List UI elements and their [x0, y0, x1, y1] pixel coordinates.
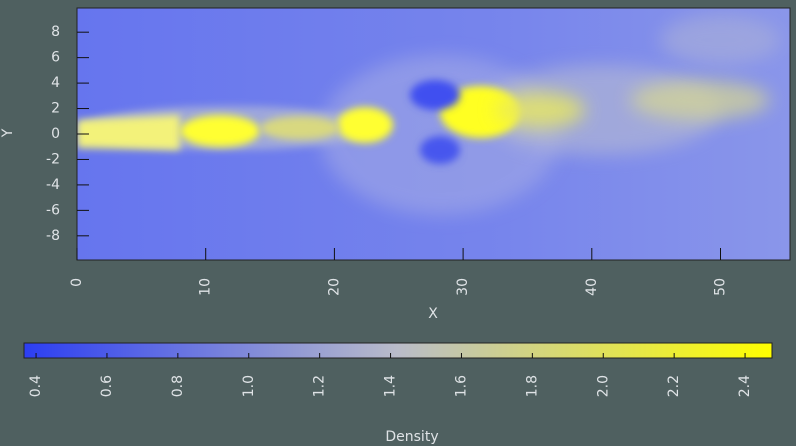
- y-tick-label: -2: [46, 151, 60, 167]
- colorbar-tick-label: 1.0: [241, 375, 257, 397]
- x-tick-label: 50: [713, 278, 729, 296]
- colorbar-tick-label: 1.6: [453, 375, 469, 397]
- density-field: [77, 8, 790, 260]
- y-tick-label: 6: [51, 50, 60, 66]
- colorbar-tick-label: 1.8: [524, 375, 540, 397]
- colorbar-tick-label: 2.0: [595, 375, 611, 397]
- x-tick-label: 20: [326, 278, 342, 296]
- colorbar-tick-label: 0.8: [170, 375, 186, 397]
- y-tick-label: -8: [46, 228, 60, 244]
- x-tick-label: 40: [584, 278, 600, 296]
- x-axis-label: X: [428, 306, 438, 322]
- y-axis-label: Y: [0, 128, 16, 138]
- colorbar-tick-label: 0.4: [28, 375, 44, 397]
- colorbar: [23, 342, 773, 359]
- colorbar-tick-label: 0.6: [99, 375, 115, 397]
- y-tick-label: 0: [51, 126, 60, 142]
- colorbar-tick-label: 1.4: [383, 375, 399, 397]
- colorbar-tick-label: 2.4: [737, 375, 753, 397]
- y-tick-label: -4: [46, 177, 60, 193]
- x-tick-label: 30: [455, 278, 471, 296]
- y-tick-label: -6: [46, 202, 60, 218]
- colorbar-tick-label: 2.2: [666, 375, 682, 397]
- colorbar-tick-label: 1.2: [312, 375, 328, 397]
- y-tick-label: 8: [51, 24, 60, 40]
- colorbar-label: Density: [385, 429, 438, 445]
- x-tick-label: 0: [69, 278, 85, 287]
- y-tick-label: 4: [51, 75, 60, 91]
- x-tick-label: 10: [198, 278, 214, 296]
- y-tick-label: 2: [51, 101, 60, 117]
